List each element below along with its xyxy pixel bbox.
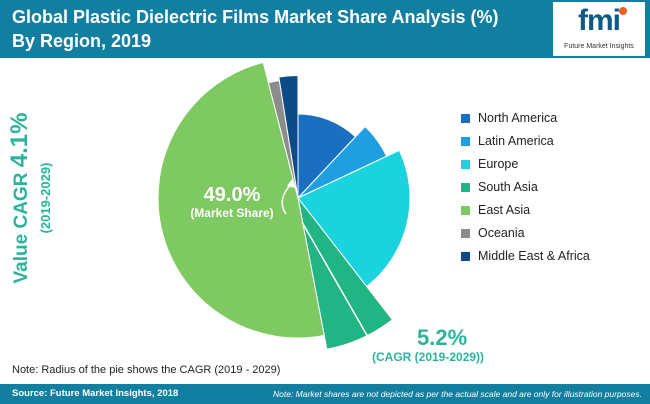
legend-item-middle-east-africa: Middle East & Africa [461, 247, 646, 270]
pie-slice-europe [297, 149, 411, 288]
legend-label: North America [478, 111, 558, 125]
legend-label: Latin America [478, 134, 554, 148]
market-share-value: 49.0% [203, 184, 261, 206]
pie-slice-north-america [297, 113, 357, 200]
legend-swatch [461, 206, 470, 215]
legend-swatch [461, 252, 470, 261]
legend-item-north-america: North America [461, 109, 646, 132]
legend-swatch [461, 114, 470, 123]
legend-label: South Asia [478, 180, 538, 194]
pie-slice-middle-east-africa [278, 74, 299, 199]
legend-swatch [461, 160, 470, 169]
legend-swatch [461, 229, 470, 238]
footer-source: Source: Future Market Insights, 2018 [12, 388, 179, 399]
legend-item-oceania: Oceania [461, 224, 646, 247]
legend-label: Oceania [478, 226, 525, 240]
legend-swatch [461, 183, 470, 192]
legend-label: Europe [478, 157, 519, 171]
cagr-value: 5.2% [417, 325, 468, 350]
cagr-arrow-head-icon [371, 346, 379, 356]
radius-note: Note: Radius of the pie shows the CAGR (… [12, 364, 281, 376]
legend-item-europe: Europe [461, 155, 646, 178]
logo-subtitle: Future Market Insights [564, 43, 634, 50]
logo-brand: fmi [578, 4, 621, 37]
legend: North America Latin America Europe South As… [461, 109, 646, 270]
pie-slice-south-asia [297, 197, 394, 350]
fmi-logo: fmi Future Market Insights [553, 2, 645, 56]
share-arrow-head-icon [287, 179, 295, 188]
cagr-arrow [301, 221, 377, 352]
legend-item-south-asia: South Asia [461, 178, 646, 201]
header-bar: Global Plastic Dielectric Films Market S… [0, 0, 650, 58]
pie-slices [157, 61, 411, 350]
legend-item-latin-america: Latin America [461, 132, 646, 155]
legend-label: Middle East & Africa [478, 249, 590, 263]
market-share-label: (Market Share) [190, 206, 274, 220]
legend-item-east-asia: East Asia [461, 201, 646, 224]
footer-disclaimer: Note: Market shares are not depicted as … [272, 389, 642, 399]
cagr-label: (CAGR (2019-2029)) [372, 350, 485, 364]
legend-swatch [461, 137, 470, 146]
pie-slice-east-asia [157, 61, 325, 339]
footer-bar: Source: Future Market Insights, 2018 Not… [0, 384, 650, 404]
logo-dot-icon [619, 7, 627, 15]
chart-title: Global Plastic Dielectric Films Market S… [12, 7, 499, 51]
legend-label: East Asia [478, 203, 531, 217]
